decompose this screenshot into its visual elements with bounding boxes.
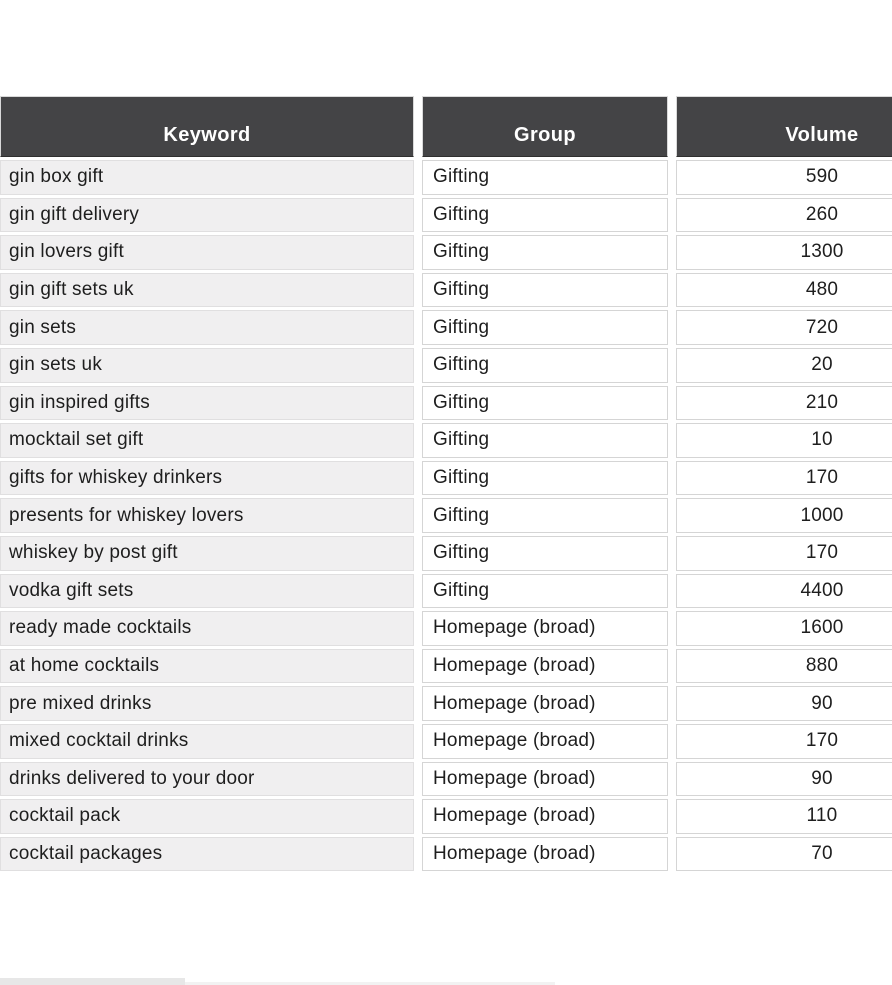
keyword-cell: pre mixed drinks	[0, 686, 414, 721]
volume-cell: 720	[676, 310, 892, 345]
keyword-cell: at home cocktails	[0, 648, 414, 684]
group-cell: Gifting	[422, 423, 668, 458]
keyword-cell: gin box gift	[0, 160, 414, 195]
keyword-cell: gin gift sets uk	[0, 272, 414, 308]
group-cell: Homepage (broad)	[422, 686, 668, 721]
volume-cell: 1000	[676, 498, 892, 533]
group-cell: Gifting	[422, 272, 668, 308]
group-cell: Gifting	[422, 535, 668, 571]
group-cell: Homepage (broad)	[422, 723, 668, 759]
group-cell: Gifting	[422, 347, 668, 383]
keyword-cell: mixed cocktail drinks	[0, 723, 414, 759]
keyword-cell: presents for whiskey lovers	[0, 498, 414, 533]
volume-cell: 260	[676, 197, 892, 233]
volume-cell: 1600	[676, 611, 892, 646]
volume-cell: 170	[676, 460, 892, 496]
cutoff-element-shadow	[0, 982, 555, 985]
volume-cell: 70	[676, 836, 892, 872]
volume-cell: 480	[676, 272, 892, 308]
group-cell: Gifting	[422, 573, 668, 609]
group-cell: Homepage (broad)	[422, 611, 668, 646]
volume-cell: 110	[676, 799, 892, 834]
volume-cell: 4400	[676, 573, 892, 609]
keyword-cell: gin sets uk	[0, 347, 414, 383]
volume-cell: 170	[676, 535, 892, 571]
keyword-cell: drinks delivered to your door	[0, 761, 414, 797]
volume-cell: 1300	[676, 235, 892, 270]
group-cell: Homepage (broad)	[422, 799, 668, 834]
volume-cell: 880	[676, 648, 892, 684]
group-cell: Gifting	[422, 235, 668, 270]
column-header-group: Group	[422, 96, 668, 157]
keyword-cell: ready made cocktails	[0, 611, 414, 646]
volume-cell: 590	[676, 160, 892, 195]
keyword-table: Keyword Group Volume gin box gift Giftin…	[0, 96, 892, 872]
cutoff-element-bottom	[0, 978, 185, 985]
volume-cell: 210	[676, 385, 892, 421]
keyword-cell: gin sets	[0, 310, 414, 345]
keyword-cell: gin inspired gifts	[0, 385, 414, 421]
volume-cell: 170	[676, 723, 892, 759]
column-header-volume: Volume	[676, 96, 892, 157]
group-cell: Gifting	[422, 310, 668, 345]
keyword-cell: vodka gift sets	[0, 573, 414, 609]
group-cell: Homepage (broad)	[422, 648, 668, 684]
group-cell: Gifting	[422, 197, 668, 233]
keyword-cell: gin gift delivery	[0, 197, 414, 233]
volume-cell: 10	[676, 423, 892, 458]
keyword-table-container: Keyword Group Volume gin box gift Giftin…	[0, 96, 892, 872]
keyword-cell: gifts for whiskey drinkers	[0, 460, 414, 496]
keyword-cell: mocktail set gift	[0, 423, 414, 458]
group-cell: Gifting	[422, 160, 668, 195]
keyword-cell: cocktail packages	[0, 836, 414, 872]
group-cell: Gifting	[422, 385, 668, 421]
keyword-cell: cocktail pack	[0, 799, 414, 834]
group-cell: Homepage (broad)	[422, 836, 668, 872]
volume-cell: 20	[676, 347, 892, 383]
group-cell: Gifting	[422, 460, 668, 496]
group-cell: Gifting	[422, 498, 668, 533]
keyword-cell: gin lovers gift	[0, 235, 414, 270]
volume-cell: 90	[676, 761, 892, 797]
volume-cell: 90	[676, 686, 892, 721]
group-cell: Homepage (broad)	[422, 761, 668, 797]
keyword-cell: whiskey by post gift	[0, 535, 414, 571]
column-header-keyword: Keyword	[0, 96, 414, 157]
